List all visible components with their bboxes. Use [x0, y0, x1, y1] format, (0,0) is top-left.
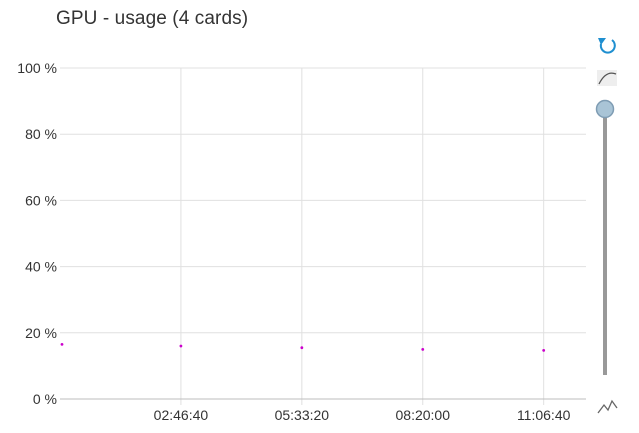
data-point — [300, 346, 304, 350]
grid-lines — [60, 67, 586, 405]
data-point — [542, 348, 546, 352]
y-tick-label: 100 % — [17, 60, 57, 76]
data-point — [179, 344, 183, 348]
x-axis-ticks: 02:46:40 05:33:20 08:20:00 11:06:40 — [154, 407, 571, 423]
outlier-toggle-button[interactable] — [597, 399, 618, 414]
reset-button[interactable] — [598, 38, 616, 54]
series-points — [60, 342, 546, 352]
x-tick-label: 08:20:00 — [396, 407, 451, 423]
smoothing-button[interactable] — [597, 70, 617, 86]
outlier-chart-icon — [597, 399, 618, 414]
x-tick-label: 05:33:20 — [275, 407, 330, 423]
y-tick-label: 60 % — [25, 192, 57, 208]
slider-track — [603, 112, 607, 375]
x-tick-label: 02:46:40 — [154, 407, 209, 423]
curve-icon — [598, 72, 617, 85]
y-axis-ticks: 0 % 20 % 40 % 60 % 80 % 100 % — [17, 60, 57, 407]
data-point — [421, 347, 425, 351]
chart-title: GPU - usage (4 cards) — [56, 8, 249, 29]
slider-knob[interactable] — [595, 99, 615, 119]
y-tick-label: 20 % — [25, 325, 57, 341]
y-tick-label: 40 % — [25, 259, 57, 275]
y-tick-label: 80 % — [25, 126, 57, 142]
y-tick-label: 0 % — [33, 391, 57, 407]
x-tick-label: 11:06:40 — [517, 407, 571, 423]
data-point — [60, 342, 64, 346]
refresh-icon — [598, 38, 616, 54]
zoom-slider[interactable] — [595, 99, 615, 376]
